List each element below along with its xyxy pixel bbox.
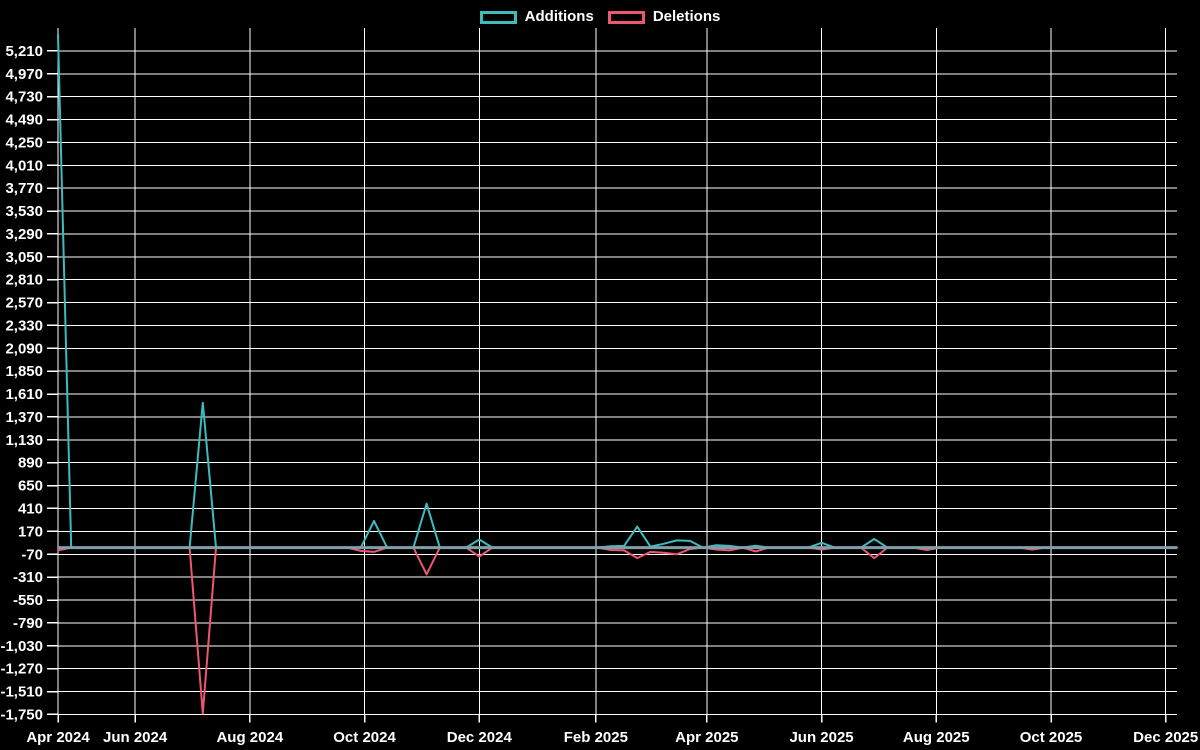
svg-text:Jun 2025: Jun 2025 — [789, 729, 853, 746]
legend-item-additions[interactable]: Additions — [479, 7, 594, 27]
svg-text:410: 410 — [18, 500, 43, 517]
svg-text:-790: -790 — [13, 615, 43, 632]
svg-text:-310: -310 — [13, 569, 43, 586]
svg-text:1,850: 1,850 — [5, 363, 43, 380]
svg-text:-1,510: -1,510 — [0, 684, 43, 701]
svg-text:2,570: 2,570 — [5, 295, 43, 312]
svg-text:Apr 2024: Apr 2024 — [26, 729, 90, 746]
svg-text:4,730: 4,730 — [5, 89, 43, 106]
legend-item-deletions[interactable]: Deletions — [607, 7, 721, 27]
svg-text:-70: -70 — [21, 546, 43, 563]
svg-text:-550: -550 — [13, 592, 43, 609]
svg-text:1,130: 1,130 — [5, 432, 43, 449]
svg-text:3,290: 3,290 — [5, 226, 43, 243]
svg-text:Oct 2025: Oct 2025 — [1020, 729, 1083, 746]
svg-text:170: 170 — [18, 523, 43, 540]
svg-text:2,810: 2,810 — [5, 272, 43, 289]
svg-text:890: 890 — [18, 455, 43, 472]
svg-text:5,210: 5,210 — [5, 43, 43, 60]
legend-label-deletions: Deletions — [652, 8, 721, 25]
svg-text:-1,750: -1,750 — [0, 706, 43, 723]
svg-text:650: 650 — [18, 478, 43, 495]
svg-text:-1,030: -1,030 — [0, 638, 43, 655]
additions-swatch-icon — [479, 10, 517, 24]
svg-text:3,770: 3,770 — [5, 180, 43, 197]
svg-text:-1,270: -1,270 — [0, 661, 43, 678]
svg-text:3,050: 3,050 — [5, 249, 43, 266]
svg-text:2,090: 2,090 — [5, 340, 43, 357]
chart-legend: Additions Deletions — [0, 6, 1200, 28]
svg-text:Apr 2025: Apr 2025 — [675, 729, 738, 746]
svg-text:Jun 2024: Jun 2024 — [103, 729, 168, 746]
svg-text:1,610: 1,610 — [5, 386, 43, 403]
svg-text:4,970: 4,970 — [5, 66, 43, 83]
svg-text:1,370: 1,370 — [5, 409, 43, 426]
legend-label-additions: Additions — [524, 8, 594, 25]
svg-text:Aug 2024: Aug 2024 — [216, 729, 283, 746]
svg-text:Feb 2025: Feb 2025 — [564, 729, 628, 746]
svg-text:4,490: 4,490 — [5, 112, 43, 129]
svg-text:4,250: 4,250 — [5, 134, 43, 151]
svg-text:3,530: 3,530 — [5, 203, 43, 220]
svg-text:Oct 2024: Oct 2024 — [333, 729, 396, 746]
svg-text:2,330: 2,330 — [5, 317, 43, 334]
svg-text:Aug 2025: Aug 2025 — [903, 729, 970, 746]
svg-text:4,010: 4,010 — [5, 157, 43, 174]
deletions-swatch-icon — [607, 10, 645, 24]
svg-text:Dec 2025: Dec 2025 — [1133, 729, 1198, 746]
svg-text:Dec 2024: Dec 2024 — [447, 729, 513, 746]
